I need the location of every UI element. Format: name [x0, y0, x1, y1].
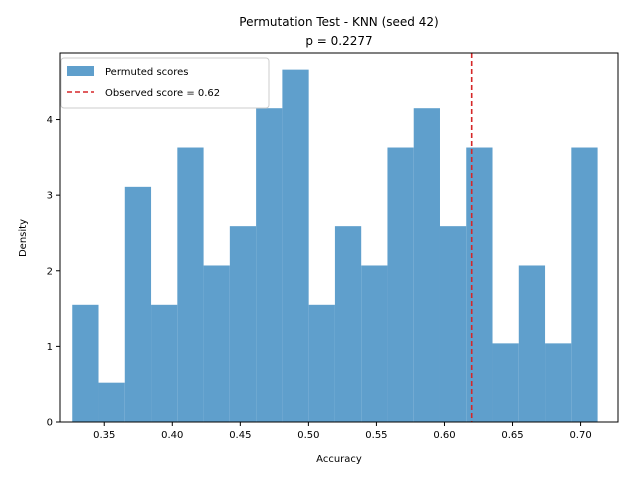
histogram-bar [203, 265, 230, 422]
legend-swatch-permuted [67, 66, 94, 76]
histogram-bar [492, 343, 519, 422]
x-axis-ticks: 0.35 0.40 0.45 0.50 0.55 0.60 0.65 0.70 [93, 422, 592, 441]
y-tick-label: 0 [47, 418, 53, 429]
x-axis-label: Accuracy [316, 454, 362, 465]
legend: Permuted scores Observed score = 0.62 [60, 57, 270, 109]
x-tick-label: 0.40 [161, 430, 183, 441]
histogram-bar [229, 226, 257, 422]
legend-label-permuted: Permuted scores [105, 67, 189, 78]
histogram-bar [439, 226, 467, 422]
x-tick-label: 0.55 [365, 430, 387, 441]
histogram-bar [466, 147, 493, 422]
y-axis-ticks: 0 1 2 3 4 [47, 115, 60, 429]
y-axis-label: Density [18, 219, 29, 257]
histogram-bar [151, 304, 178, 422]
histogram-bar [545, 343, 572, 422]
histogram-bar [413, 108, 440, 422]
histogram-bar [334, 226, 362, 422]
histogram-bar [387, 147, 414, 422]
y-tick-label: 4 [47, 115, 53, 126]
histogram-bar [256, 108, 283, 422]
x-tick-label: 0.35 [93, 430, 115, 441]
x-tick-label: 0.45 [229, 430, 251, 441]
histogram-bar [361, 265, 388, 422]
x-tick-label: 0.70 [569, 430, 591, 441]
histogram-bar [177, 147, 204, 422]
histogram-bar [518, 265, 546, 422]
y-tick-label: 1 [47, 342, 53, 353]
x-tick-label: 0.50 [297, 430, 319, 441]
histogram-bar [98, 382, 125, 422]
y-tick-label: 3 [47, 191, 53, 202]
histogram-bar [124, 186, 152, 422]
histogram-bar [571, 147, 598, 422]
histogram-bars [72, 69, 598, 422]
histogram-bar [282, 69, 309, 422]
plot-frame [59, 52, 619, 423]
chart-subtitle: p = 0.2277 [305, 34, 372, 48]
legend-box [60, 57, 270, 109]
histogram-bar [308, 304, 335, 422]
chart-title: Permutation Test - KNN (seed 42) [239, 15, 438, 29]
x-tick-label: 0.60 [433, 430, 455, 441]
x-tick-label: 0.65 [501, 430, 523, 441]
y-tick-label: 2 [47, 266, 53, 277]
histogram-bar [72, 304, 99, 422]
legend-label-observed: Observed score = 0.62 [105, 88, 220, 99]
